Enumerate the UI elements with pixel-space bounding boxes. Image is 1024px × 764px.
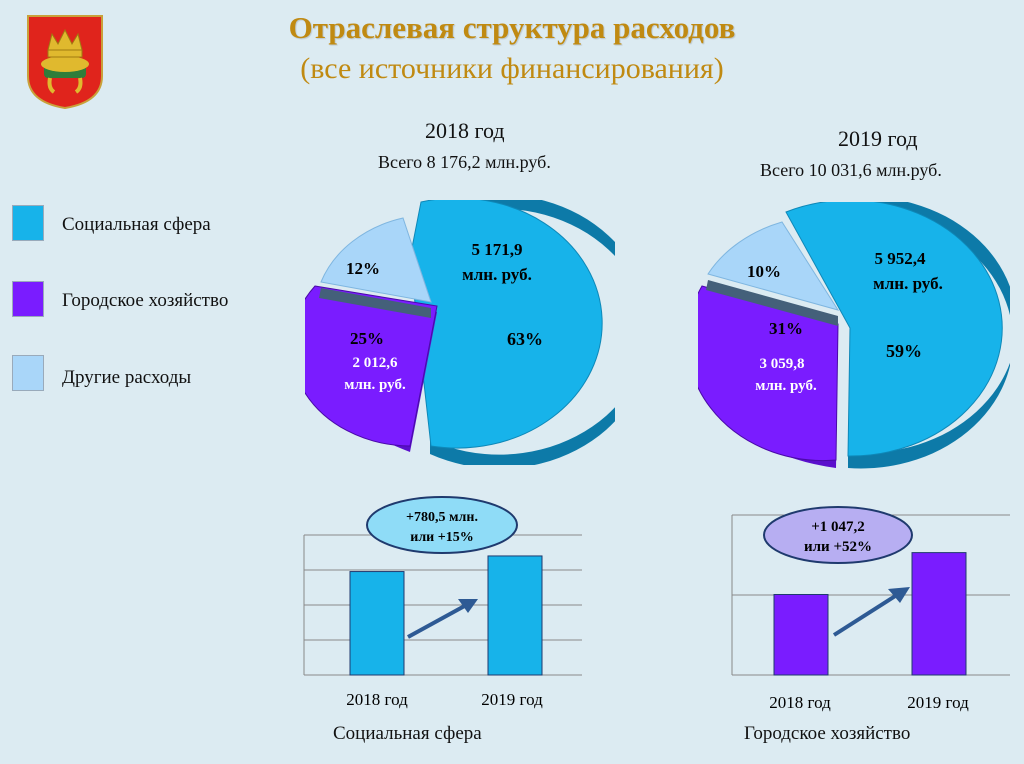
year-total-2018: Всего 8 176,2 млн.руб. (378, 152, 551, 172)
pie-2018-city-value: 2 012,6 (353, 355, 399, 371)
pie-2018-slice-other (320, 217, 432, 303)
year-title-2019: 2019 год (838, 126, 918, 151)
bar-chart-city-callout (763, 506, 913, 564)
bar-chart-social-category-2018: 2018 год (346, 690, 408, 709)
pie-2018-social-value: 5 171,9 (472, 240, 523, 259)
year-total-2019: Всего 10 031,6 млн.руб. (760, 160, 942, 180)
pie-2018-social-pct: 63% (507, 329, 543, 349)
pie-2019-city-value: 3 059,8 (760, 356, 805, 372)
legend-swatch-other (12, 355, 44, 391)
pie-2018-slice-social (409, 200, 603, 449)
page-subtitle: (все источники финансирования) (300, 52, 724, 85)
legend-label-social: Социальная сфера (62, 214, 211, 235)
bar-chart-city-callout-line2: или +52% (804, 539, 872, 555)
pie-chart-2018: 5 171,9 млн. руб. 63% 12% 25% 2 012,6 мл… (305, 200, 615, 465)
pie-2018-city-unit: млн. руб. (344, 377, 406, 393)
pie-2019-slice-city (698, 285, 839, 462)
bar-chart-social-trend-arrow (407, 601, 471, 639)
pie-2019-city-pct: 31% (769, 319, 803, 338)
pie-2018-social-depth (430, 200, 615, 465)
bar-2018 (349, 571, 405, 676)
bar-chart-city-category-2019: 2019 год (907, 693, 969, 712)
legend-label-other: Другие расходы (62, 367, 192, 388)
pie-2018-city-pct: 25% (350, 329, 384, 348)
bar-chart-city-trend-arrow (832, 591, 902, 637)
bar-2019 (911, 552, 967, 676)
pie-2019-slice-other (707, 221, 840, 311)
bar-chart-social-callout-line2: или +15% (410, 530, 473, 545)
pie-2019-slice-social (785, 202, 1003, 457)
page-title: Отраслевая структура расходов (288, 10, 736, 45)
legend-label-city: Городское хозяйство (62, 290, 229, 311)
bar-chart-city-bars (773, 552, 967, 676)
bar-chart-social-callout-line1: +780,5 млн. (406, 510, 478, 525)
bar-chart-social-title: Социальная сфера (333, 723, 482, 744)
bar-chart-city-category-2018: 2018 год (769, 693, 831, 712)
pie-2019-other-depth (706, 280, 838, 326)
bar-chart-social-bars (349, 555, 543, 676)
bar-chart-city-title: Городское хозяйство (744, 723, 911, 744)
coat-of-arms-emblem (27, 15, 103, 110)
pie-2018-other-depth (319, 288, 431, 318)
pie-2019-social-pct: 59% (886, 341, 922, 361)
pie-2018-other-pct: 12% (346, 259, 380, 278)
pie-2019-city-unit: млн. руб. (755, 378, 817, 394)
pie-2019-social-value: 5 952,4 (875, 249, 927, 268)
bar-2019 (487, 555, 543, 676)
legend-swatch-social (12, 205, 44, 241)
legend-swatch-city (12, 281, 44, 317)
bar-chart-city-arrow-head (888, 587, 910, 603)
pie-2019-other-pct: 10% (747, 262, 781, 281)
bar-chart-city: +1 047,2 или +52% 2018 год 2019 год (731, 506, 1010, 712)
bar-2018 (773, 593, 829, 676)
pie-2018-slice-city (305, 285, 438, 447)
bar-chart-city-callout-line1: +1 047,2 (811, 519, 865, 535)
pie-chart-2019: 5 952,4 млн. руб. 59% 10% 31% 3 059,8 мл… (698, 202, 1010, 469)
bar-chart-social-category-2019: 2019 год (481, 690, 543, 709)
bar-chart-social: +780,5 млн. или +15% 2018 год 2019 год (303, 496, 582, 709)
bar-chart-social-callout (366, 496, 518, 554)
pie-2019-social-unit: млн. руб. (873, 274, 943, 293)
bar-chart-social-arrow-head (458, 599, 478, 613)
year-title-2018: 2018 год (425, 118, 505, 143)
pie-2018-social-unit: млн. руб. (462, 265, 532, 284)
